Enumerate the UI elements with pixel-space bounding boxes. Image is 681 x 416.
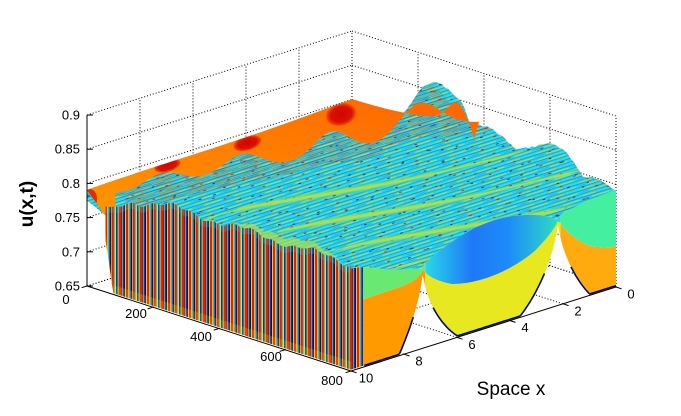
svg-text:0.75: 0.75 [55,210,80,225]
svg-text:u(x,t): u(x,t) [17,181,38,227]
svg-text:600: 600 [260,349,282,364]
svg-text:4: 4 [521,320,528,335]
svg-text:400: 400 [190,329,212,344]
svg-text:0.7: 0.7 [62,244,80,259]
svg-text:6: 6 [468,337,475,352]
svg-text:0.9: 0.9 [62,108,80,123]
svg-text:0: 0 [627,287,634,302]
svg-text:0.8: 0.8 [62,176,80,191]
svg-text:8: 8 [415,354,422,369]
svg-text:0: 0 [62,292,69,307]
svg-text:0.65: 0.65 [55,279,80,294]
svg-text:0.85: 0.85 [55,142,80,157]
svg-text:2: 2 [574,303,581,318]
svg-text:Space x: Space x [477,379,546,400]
svg-text:800: 800 [321,373,343,388]
svg-text:200: 200 [125,306,147,321]
svg-text:10: 10 [359,371,373,386]
